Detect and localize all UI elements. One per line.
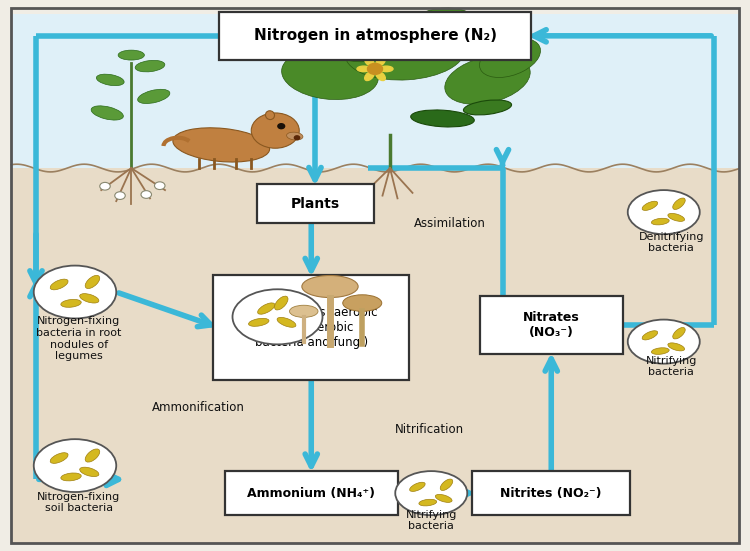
Ellipse shape — [419, 499, 436, 506]
FancyBboxPatch shape — [213, 276, 410, 380]
Ellipse shape — [357, 66, 370, 72]
Ellipse shape — [376, 72, 386, 80]
Ellipse shape — [61, 473, 81, 481]
Ellipse shape — [628, 190, 700, 234]
Ellipse shape — [440, 479, 453, 490]
Ellipse shape — [316, 21, 388, 62]
Ellipse shape — [232, 289, 322, 344]
Text: Nitrifying
bacteria: Nitrifying bacteria — [406, 510, 457, 532]
Ellipse shape — [118, 50, 144, 60]
Text: Denitrifying
bacteria: Denitrifying bacteria — [638, 231, 704, 253]
Ellipse shape — [673, 327, 686, 339]
Ellipse shape — [642, 201, 658, 210]
Text: Nitrates
(NO₃⁻): Nitrates (NO₃⁻) — [523, 311, 580, 339]
Ellipse shape — [364, 72, 374, 80]
Text: Plants: Plants — [290, 197, 340, 211]
Ellipse shape — [80, 467, 99, 477]
Circle shape — [368, 63, 382, 74]
Text: Assimilation: Assimilation — [414, 217, 486, 230]
Ellipse shape — [395, 471, 467, 515]
Ellipse shape — [50, 279, 68, 290]
Ellipse shape — [479, 38, 541, 78]
Text: Ammonium (NH₄⁺): Ammonium (NH₄⁺) — [248, 487, 375, 500]
Ellipse shape — [445, 56, 530, 104]
FancyBboxPatch shape — [219, 12, 531, 60]
Ellipse shape — [409, 8, 476, 42]
Ellipse shape — [61, 299, 81, 307]
FancyBboxPatch shape — [256, 184, 374, 224]
Ellipse shape — [376, 57, 386, 66]
Circle shape — [251, 113, 299, 148]
Ellipse shape — [50, 453, 68, 463]
Ellipse shape — [80, 294, 99, 303]
Ellipse shape — [86, 276, 100, 289]
FancyBboxPatch shape — [225, 471, 398, 516]
Ellipse shape — [652, 218, 669, 225]
Ellipse shape — [135, 61, 165, 72]
Ellipse shape — [668, 213, 685, 222]
Circle shape — [294, 136, 299, 139]
Ellipse shape — [668, 343, 685, 351]
Ellipse shape — [652, 348, 669, 354]
Ellipse shape — [277, 317, 296, 327]
Ellipse shape — [302, 276, 358, 298]
Ellipse shape — [464, 100, 512, 115]
Ellipse shape — [34, 439, 116, 492]
Ellipse shape — [290, 305, 318, 317]
Text: Nitrifying
bacteria: Nitrifying bacteria — [646, 355, 697, 377]
Ellipse shape — [138, 89, 170, 104]
Ellipse shape — [345, 25, 465, 80]
Ellipse shape — [248, 318, 269, 326]
Circle shape — [100, 182, 110, 190]
FancyBboxPatch shape — [472, 471, 630, 516]
Text: Ammonification: Ammonification — [152, 401, 245, 414]
Ellipse shape — [274, 296, 288, 310]
Ellipse shape — [282, 49, 378, 100]
Ellipse shape — [364, 57, 374, 66]
Ellipse shape — [628, 320, 700, 364]
Circle shape — [154, 182, 165, 190]
Ellipse shape — [257, 303, 275, 314]
Ellipse shape — [343, 295, 382, 311]
Ellipse shape — [673, 198, 686, 209]
Ellipse shape — [642, 331, 658, 340]
Ellipse shape — [172, 128, 270, 162]
Text: Nitrification: Nitrification — [395, 423, 464, 436]
Ellipse shape — [34, 266, 116, 318]
Ellipse shape — [86, 449, 100, 462]
Circle shape — [278, 124, 285, 129]
FancyBboxPatch shape — [480, 296, 622, 354]
Circle shape — [115, 192, 125, 199]
Bar — [11, 14, 739, 168]
Ellipse shape — [411, 110, 474, 127]
Ellipse shape — [96, 74, 124, 85]
Text: Nitrites (NO₂⁻): Nitrites (NO₂⁻) — [500, 487, 602, 500]
Ellipse shape — [380, 66, 393, 72]
Bar — [11, 168, 739, 543]
Ellipse shape — [286, 132, 303, 140]
Text: Nitrogen in atmosphere (N₂): Nitrogen in atmosphere (N₂) — [254, 28, 496, 44]
Circle shape — [141, 191, 152, 198]
Ellipse shape — [266, 111, 274, 120]
Ellipse shape — [92, 106, 123, 120]
Text: Nitrogen-fixing
soil bacteria: Nitrogen-fixing soil bacteria — [37, 491, 120, 514]
Ellipse shape — [435, 494, 452, 503]
Text: Nitrogen-fixing
bacteria in root
nodules of
legumes: Nitrogen-fixing bacteria in root nodules… — [36, 316, 122, 361]
Text: Decomposers (aerobic
and anaerobic
bacteria and fungi): Decomposers (aerobic and anaerobic bacte… — [245, 306, 377, 349]
Ellipse shape — [410, 482, 425, 491]
